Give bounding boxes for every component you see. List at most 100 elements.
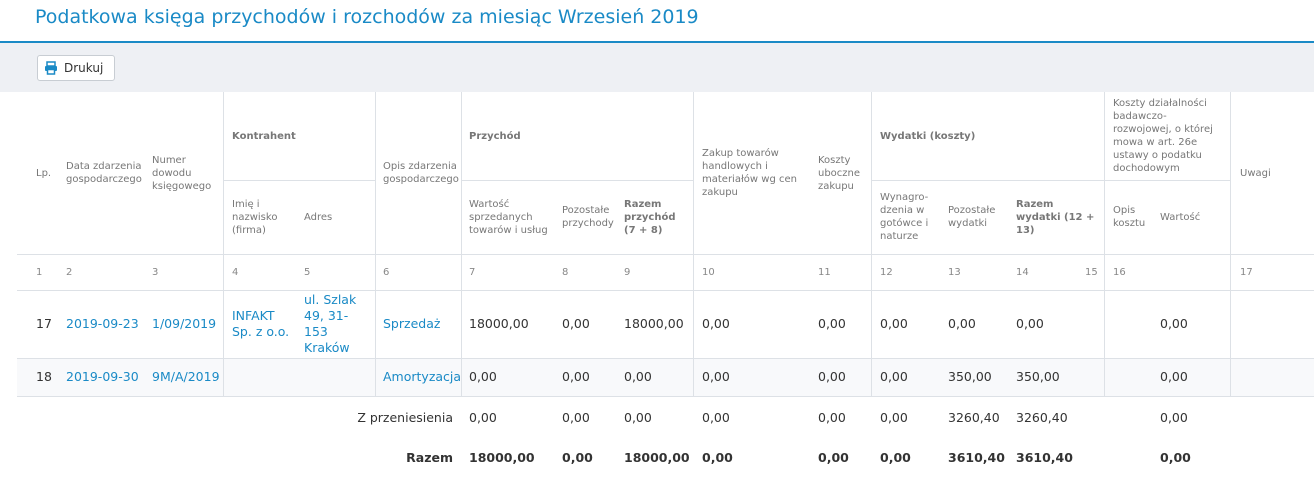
- cell-side_costs: 0,00: [818, 315, 846, 331]
- column-number: 10: [702, 266, 715, 278]
- row-divider: [461, 180, 693, 181]
- page-title: Podatkowa księga przychodów i rozchodów …: [35, 6, 699, 28]
- row-divider: [17, 358, 1314, 359]
- cell-document[interactable]: 1/09/2019: [152, 315, 217, 331]
- cell-salaries: 0,00: [880, 315, 908, 331]
- column-header: Imię i nazwisko (firma): [232, 198, 278, 236]
- cell-address[interactable]: ul. Szlak 49, 31-153 Kraków: [304, 291, 357, 356]
- summary-other_expenses: 3260,40: [948, 409, 1000, 425]
- print-button-label: Drukuj: [64, 61, 104, 75]
- column-number: 4: [232, 266, 239, 278]
- summary-other_income: 0,00: [562, 449, 593, 465]
- row-divider: [223, 180, 375, 181]
- row-divider: [1104, 180, 1230, 181]
- column-header: Koszty uboczne zakupu: [818, 154, 861, 192]
- column-header: Adres: [304, 211, 333, 223]
- cell-rnd_value: 0,00: [1160, 368, 1188, 384]
- row-divider: [17, 254, 1314, 255]
- summary-rnd_value: 0,00: [1160, 449, 1191, 465]
- row-divider: [17, 290, 1314, 291]
- cell-lp: 18: [36, 368, 52, 384]
- print-button[interactable]: Drukuj: [37, 55, 115, 81]
- column-header: Wartość sprzedanych towarów i usług: [469, 198, 548, 236]
- summary-total_expenses: 3610,40: [1016, 449, 1073, 465]
- summary-sales: 0,00: [469, 409, 497, 425]
- toolbar: [0, 43, 1314, 92]
- cell-purchases: 0,00: [702, 368, 730, 384]
- cell-sales: 18000,00: [469, 315, 529, 331]
- row-divider: [871, 180, 1104, 181]
- cell-sales: 0,00: [469, 368, 497, 384]
- column-header: Razem wydatki (12 + 13): [1016, 198, 1095, 236]
- column-header: Wartość: [1160, 211, 1201, 223]
- group-header: Przychód: [469, 130, 521, 142]
- column-divider: [1104, 92, 1105, 396]
- column-header: Wynagro-dzenia w gotówce i naturze: [880, 192, 929, 242]
- cell-salaries: 0,00: [880, 368, 908, 384]
- cell-other_income: 0,00: [562, 368, 590, 384]
- summary-other_expenses: 3610,40: [948, 449, 1005, 465]
- group-header: Koszty działalności badawczo-rozwojowej,…: [1113, 98, 1213, 174]
- column-number: 3: [152, 266, 159, 278]
- cell-total_expenses: 350,00: [1016, 368, 1060, 384]
- cell-rnd_value: 0,00: [1160, 315, 1188, 331]
- cell-name[interactable]: INFAKT Sp. z o.o.: [232, 307, 290, 339]
- summary-rnd_value: 0,00: [1160, 409, 1188, 425]
- cell-document[interactable]: 9M/A/2019: [152, 368, 220, 384]
- column-number: 8: [562, 266, 569, 278]
- column-number: 7: [469, 266, 476, 278]
- cell-description[interactable]: Amortyzacja: [383, 368, 462, 384]
- cell-date[interactable]: 2019-09-30: [66, 368, 139, 384]
- cell-date[interactable]: 2019-09-23: [66, 315, 139, 331]
- column-number: 5: [304, 266, 311, 278]
- summary-total_income: 0,00: [624, 409, 652, 425]
- summary-sales: 18000,00: [469, 449, 535, 465]
- column-header: Razem przychód (7 + 8): [624, 198, 676, 236]
- column-divider: [461, 92, 462, 396]
- column-number: 13: [948, 266, 961, 278]
- cell-other_expenses: 0,00: [948, 315, 976, 331]
- summary-label: Razem: [406, 449, 453, 465]
- column-number: 1: [36, 266, 43, 278]
- column-header: Opis zdarzenia gospodarczego: [383, 161, 459, 185]
- column-number: 14: [1016, 266, 1029, 278]
- cell-total_expenses: 0,00: [1016, 315, 1044, 331]
- column-header: Pozostałe przychody: [562, 205, 614, 229]
- column-number: 9: [624, 266, 631, 278]
- column-divider: [223, 92, 224, 396]
- row-background: [17, 358, 1314, 396]
- column-header: Data zdarzenia gospodarczego: [66, 161, 142, 185]
- column-number: 12: [880, 266, 893, 278]
- column-number: 15: [1085, 266, 1098, 278]
- row-divider: [17, 396, 1314, 397]
- column-header: Opis kosztu: [1113, 205, 1146, 229]
- column-header: Zakup towarów handlowych i materiałów wg…: [702, 148, 797, 198]
- group-header: Kontrahent: [232, 130, 296, 142]
- summary-salaries: 0,00: [880, 449, 911, 465]
- summary-other_income: 0,00: [562, 409, 590, 425]
- group-header: Wydatki (koszty): [880, 130, 976, 142]
- cell-purchases: 0,00: [702, 315, 730, 331]
- column-header: Lp.: [36, 167, 52, 179]
- summary-side_costs: 0,00: [818, 449, 849, 465]
- column-number: 16: [1113, 266, 1126, 278]
- column-number: 6: [383, 266, 390, 278]
- cell-description[interactable]: Sprzedaż: [383, 315, 441, 331]
- cell-side_costs: 0,00: [818, 368, 846, 384]
- column-divider: [693, 92, 694, 396]
- title-underline: [0, 41, 1314, 43]
- column-header: Pozostałe wydatki: [948, 205, 996, 229]
- cell-total_income: 0,00: [624, 368, 652, 384]
- column-number: 11: [818, 266, 831, 278]
- column-number: 17: [1240, 266, 1253, 278]
- summary-label: Z przeniesienia: [357, 409, 453, 425]
- column-divider: [871, 92, 872, 396]
- summary-purchases: 0,00: [702, 409, 730, 425]
- cell-other_expenses: 350,00: [948, 368, 992, 384]
- summary-side_costs: 0,00: [818, 409, 846, 425]
- summary-salaries: 0,00: [880, 409, 908, 425]
- cell-lp: 17: [36, 315, 52, 331]
- cell-total_income: 18000,00: [624, 315, 684, 331]
- column-divider: [1230, 92, 1231, 396]
